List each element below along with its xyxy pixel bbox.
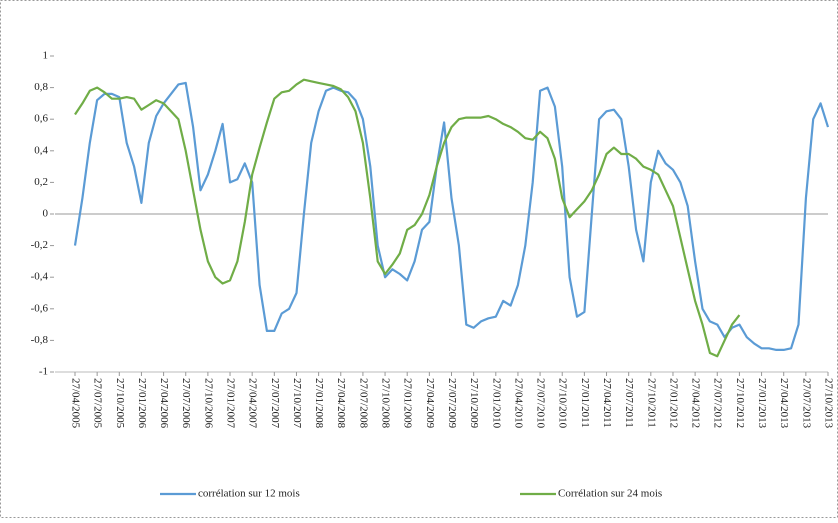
x-tick-label: 27/01/2006 [136,378,148,429]
legend-label: corrélation sur 12 mois [198,488,300,500]
y-tick-label: 0,4 [34,144,48,156]
x-tick-label: 27/10/2013 [822,378,834,429]
x-tick-label: 27/07/2012 [712,378,724,428]
y-tick-label: -0,4 [31,271,49,283]
y-tick-label: 1 [43,50,49,62]
y-tick-label: 0 [43,208,49,220]
x-tick-label: 27/07/2013 [800,378,812,429]
x-tick-label: 27/10/2009 [468,378,480,429]
x-tick-label: 27/04/2013 [778,378,790,429]
x-tick-label: 27/01/2007 [224,378,236,429]
x-tick-label: 27/07/2006 [180,378,192,429]
y-tick-label: -0,2 [31,239,48,251]
x-tick-label: 27/04/2005 [69,378,81,429]
y-tick-label: -0,6 [31,302,49,314]
x-tick-label: 27/10/2010 [557,378,569,429]
x-tick-label: 27/04/2008 [335,378,347,429]
x-tick-label: 27/01/2009 [402,378,414,429]
x-tick-label: 27/10/2007 [291,378,303,429]
x-tick-label: 27/07/2005 [92,378,104,429]
x-tick-label: 27/01/2012 [667,378,679,428]
x-tick-label: 27/04/2010 [512,378,524,429]
x-tick-label: 27/10/2006 [202,378,214,429]
x-tick-label: 27/04/2012 [690,378,702,428]
series-line [74,78,741,358]
x-tick-label: 27/07/2008 [357,378,369,429]
y-tick-label: 0,8 [34,81,48,93]
x-tick-label: 27/04/2011 [601,378,613,428]
x-tick-label: 27/04/2007 [247,378,259,429]
x-tick-label: 27/10/2008 [380,378,392,429]
x-tick-label: 27/07/2007 [269,378,281,429]
series-line [73,81,830,351]
y-tick-label: 0,6 [34,113,48,125]
x-tick-label: 27/07/2010 [535,378,547,429]
x-tick-label: 27/01/2011 [579,378,591,428]
x-tick-label: 27/07/2011 [623,378,635,428]
x-tick-label: 27/01/2010 [490,378,502,429]
x-tick-label: 27/01/2013 [756,378,768,429]
y-tick-label: 0,2 [34,176,48,188]
x-tick-label: 27/10/2005 [114,378,126,429]
x-tick-label: 27/01/2008 [313,378,325,429]
x-tick-label: 27/10/2011 [645,378,657,428]
legend-label: Corrélation sur 24 mois [558,488,662,500]
x-tick-label: 27/04/2006 [158,378,170,429]
y-tick-label: -0,8 [31,334,49,346]
y-tick-label: -1 [39,366,48,378]
x-tick-label: 27/10/2012 [734,378,746,428]
x-tick-label: 27/04/2009 [424,378,436,429]
x-tick-label: 27/07/2009 [446,378,458,429]
